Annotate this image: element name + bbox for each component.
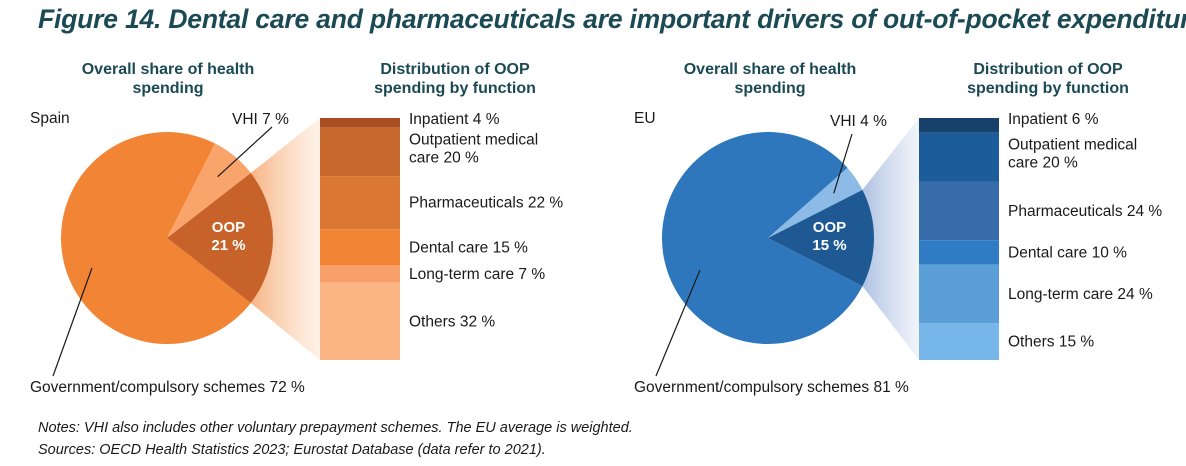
bar-segment	[320, 118, 400, 128]
oop-label: OOP	[813, 219, 846, 236]
pie-slice-oop	[768, 189, 875, 287]
sources-text: Sources: OECD Health Statistics 2023; Eu…	[38, 442, 546, 458]
bar-heading-line: spending by function	[967, 80, 1129, 97]
bar-segment-label: Dental care 15 %	[409, 239, 528, 256]
pie-slice-vhi	[167, 143, 251, 238]
pie-heading-eu: Overall share of health spending	[650, 60, 890, 98]
bar-segment-label: Outpatient medical	[1008, 137, 1137, 154]
notes-text: Notes: VHI also includes other voluntary…	[38, 420, 633, 436]
pie-heading-line: Overall share of health	[81, 61, 255, 78]
oop-value-label: 15 %	[812, 237, 846, 254]
notes-block: Notes: VHI also includes other voluntary…	[38, 417, 633, 461]
oop-fan-connector	[862, 118, 919, 360]
vhi-label: VHI 4 %	[830, 113, 887, 130]
vhi-leader-line	[217, 126, 273, 178]
bar-segment-label: care 20 %	[409, 150, 479, 167]
bar-heading-spain: Distribution of OOP spending by function	[335, 60, 575, 98]
pie-heading-line: spending	[734, 80, 806, 97]
bar-segment-label: Long-term care 24 %	[1008, 286, 1153, 303]
bar-segment	[919, 323, 999, 360]
figure-title: Figure 14. Dental care and pharmaceutica…	[38, 4, 1186, 34]
bar-segment	[320, 127, 400, 177]
government-leader-line	[52, 267, 93, 377]
pie-heading-line: Overall share of health	[683, 61, 857, 78]
vhi-label: VHI 7 %	[232, 111, 289, 128]
oop-fan-connector	[250, 118, 320, 360]
bar-segment-label: Inpatient 4 %	[409, 111, 500, 128]
bar-segment-label: care 20 %	[1008, 155, 1078, 172]
pie-slice-government	[662, 131, 863, 345]
bar-segment-label: Pharmaceuticals 22 %	[409, 195, 563, 212]
country-label: EU	[634, 110, 656, 127]
oop-label: OOP	[212, 219, 245, 236]
vhi-leader-line	[833, 133, 853, 194]
pie-slice-government	[61, 132, 251, 345]
pie-heading-line: spending	[132, 80, 204, 97]
bar-segment-label: Long-term care 7 %	[409, 266, 545, 283]
bar-segment-label: Outpatient medical	[409, 132, 538, 149]
pie-heading-spain: Overall share of health spending	[48, 60, 288, 98]
bar-segment	[320, 176, 400, 230]
bar-segment-label: Dental care 10 %	[1008, 244, 1127, 261]
bar-segment-label: Others 15 %	[1008, 334, 1094, 351]
country-label: Spain	[30, 110, 70, 127]
bar-segment	[919, 132, 999, 182]
government-label: Government/compulsory schemes 72 %	[30, 379, 305, 396]
pie-slice-oop	[167, 173, 274, 303]
bar-segment	[320, 229, 400, 266]
pie-slice-vhi	[768, 167, 863, 238]
bar-segment	[320, 282, 400, 360]
government-leader-line	[655, 269, 701, 377]
bar-segment	[919, 240, 999, 265]
bar-segment	[919, 118, 999, 133]
bar-segment	[320, 265, 400, 283]
bar-segment	[919, 264, 999, 324]
bar-heading-line: spending by function	[374, 80, 536, 97]
bar-heading-eu: Distribution of OOP spending by function	[928, 60, 1168, 98]
bar-heading-line: Distribution of OOP	[973, 61, 1123, 78]
bar-segment-label: Pharmaceuticals 24 %	[1008, 203, 1162, 220]
oop-value-label: 21 %	[211, 237, 245, 254]
government-label: Government/compulsory schemes 81 %	[634, 379, 909, 396]
bar-segment-label: Others 32 %	[409, 313, 495, 330]
bar-segment	[919, 181, 999, 241]
bar-segment-label: Inpatient 6 %	[1008, 111, 1099, 128]
bar-heading-line: Distribution of OOP	[380, 61, 530, 78]
